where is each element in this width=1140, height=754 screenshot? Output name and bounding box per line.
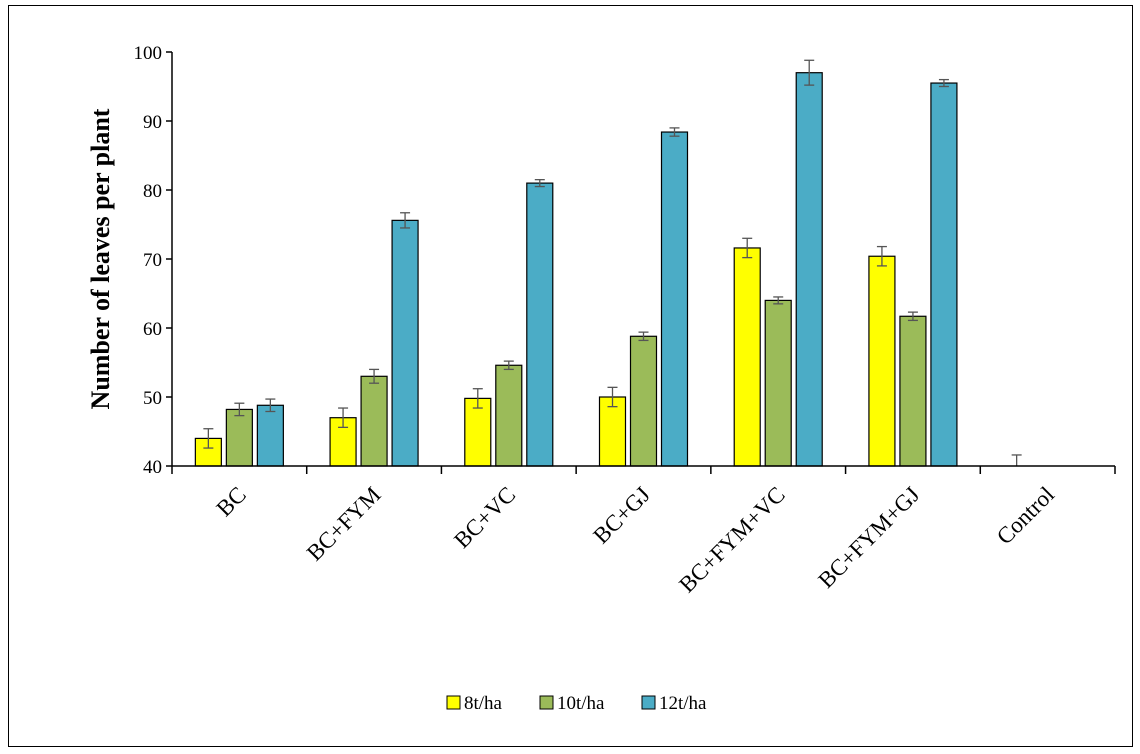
category-label: BC+FYM: [302, 482, 386, 566]
y-tick-label: 80: [143, 181, 162, 202]
error-bar: [669, 127, 680, 137]
bar-3-1: [256, 404, 284, 467]
bar-2-2: [360, 375, 388, 467]
y-axis: 40 50 60 70 80 90 100: [134, 43, 173, 478]
error-bar: [503, 360, 514, 371]
category-label: BC: [212, 482, 251, 521]
bar-1-5: [733, 247, 761, 467]
category-label: Control: [992, 482, 1059, 549]
bar-3-2: [391, 219, 419, 467]
bars: [194, 59, 1022, 467]
category-label: BC+FYM+GJ: [813, 482, 924, 593]
error-bar: [773, 296, 784, 305]
error-bar: [369, 368, 380, 384]
y-tick-label: 40: [143, 457, 162, 478]
bar-2-6: [899, 315, 927, 467]
error-bar: [1011, 454, 1022, 466]
bar-1-4: [598, 396, 627, 467]
error-bar: [876, 245, 887, 267]
error-bar: [938, 78, 949, 88]
category-label: BC+VC: [449, 482, 520, 553]
legend-item: 8t/ha: [446, 693, 503, 714]
error-bar: [234, 402, 245, 417]
legend-label: 8t/ha: [464, 693, 503, 714]
bar-2-4: [629, 335, 658, 467]
legend-swatch: [446, 695, 461, 710]
y-tick-label: 70: [143, 250, 162, 271]
category-label: BC+GJ: [588, 482, 655, 549]
bar-1-2: [329, 417, 357, 467]
legend-item: 10t/ha: [539, 693, 605, 714]
bar-1-6: [868, 255, 896, 467]
error-bar: [472, 388, 483, 409]
y-axis-title: Number of leaves per plant: [86, 108, 115, 409]
bar-2-1: [225, 408, 253, 467]
y-tick-label: 60: [143, 319, 162, 340]
bar-3-6: [930, 82, 958, 467]
error-bar: [804, 59, 815, 86]
legend-swatch: [641, 695, 656, 710]
bar-2-5: [764, 299, 792, 467]
error-bar: [638, 331, 649, 342]
legend-swatch: [539, 695, 554, 710]
error-bar: [265, 398, 276, 413]
bar-2-3: [495, 364, 523, 467]
bar-3-3: [526, 182, 554, 467]
error-bar: [607, 386, 618, 408]
error-bar: [203, 428, 214, 449]
y-tick-label: 90: [143, 112, 162, 133]
legend-label: 12t/ha: [659, 693, 707, 714]
error-bar: [534, 178, 545, 188]
legend-item: 12t/ha: [641, 693, 707, 714]
legend-label: 10t/ha: [557, 693, 605, 714]
chart-frame: [8, 5, 1133, 747]
category-label: BC+FYM+VC: [674, 482, 790, 598]
legend: 8t/ha 10t/ha 12t/ha: [446, 693, 707, 714]
error-bar: [400, 212, 411, 229]
x-axis: BC BC+FYM BC+VC BC+GJ BC+FYM+VC BC+FYM+GJ Cont…: [171, 465, 1116, 598]
error-bar: [907, 311, 918, 322]
error-bar: [742, 237, 753, 259]
bar-3-4: [660, 131, 689, 467]
bar-1-3: [464, 397, 492, 467]
bar-3-5: [795, 72, 823, 467]
y-tick-label: 100: [134, 43, 163, 64]
error-bar: [338, 407, 349, 429]
y-tick-label: 50: [143, 388, 162, 409]
